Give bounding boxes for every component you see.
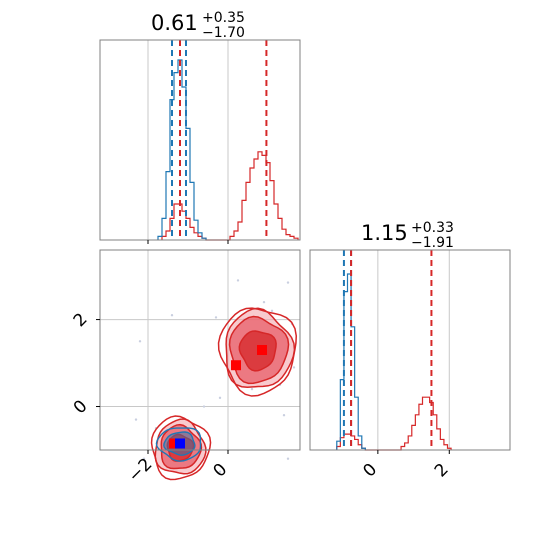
scatter-point-21	[218, 470, 222, 473]
histogram-series-red	[336, 396, 452, 451]
scatter-point-20	[282, 414, 286, 417]
best-fit-marker-3	[257, 345, 267, 355]
scatter-point-6	[214, 316, 218, 319]
scatter-point-0	[236, 279, 240, 282]
blue-contour-level-0	[155, 427, 202, 462]
scatter-point-22	[250, 387, 254, 391]
panel-titles: 0.61 +0.35 −1.70 1.15 +0.33 −1.91	[151, 10, 454, 251]
scatter-point-2	[262, 300, 266, 304]
red-contour-outer-mode-1	[217, 307, 298, 397]
x-tick-label-1: 2	[431, 460, 453, 482]
x-tick-label-0: −2	[125, 455, 157, 487]
marginal-histogram-param-1	[99, 39, 301, 244]
scatter-point-16	[142, 457, 146, 460]
best-fit-marker-2	[231, 360, 241, 371]
axes-frame	[309, 249, 511, 451]
scatter-point-18	[286, 457, 290, 460]
red-contour-outer-mode-0	[150, 415, 212, 481]
scatter-point-9	[292, 366, 296, 369]
scatter-point-4	[170, 314, 174, 317]
title-param-2-lower: −1.91	[411, 235, 454, 251]
axes-frame	[99, 249, 301, 451]
scatter-point-13	[202, 405, 206, 408]
title-param-1-value: 0.61	[151, 11, 198, 35]
scatter-point-3	[270, 309, 274, 313]
title-param-1-lower: −1.70	[202, 25, 245, 41]
title-param-1: 0.61	[151, 11, 198, 35]
histogram-series-red	[161, 151, 299, 241]
scatter-point-12	[218, 396, 222, 400]
axes-frame	[99, 39, 301, 241]
scatter-point-1	[286, 281, 290, 284]
scatter-point-19	[134, 418, 138, 421]
y-tick-label-0: 0	[70, 396, 92, 418]
title-param-2-value: 1.15	[361, 221, 408, 245]
scatter-point-8	[138, 340, 142, 343]
x-tick-label-0: 0	[359, 460, 381, 482]
title-param-2: 1.15	[361, 221, 408, 245]
title-param-2-upper: +0.33	[411, 220, 454, 236]
best-fit-marker-0	[169, 438, 179, 449]
joint-contour-panel: −2 0 0 2	[70, 249, 301, 487]
best-fit-marker-1	[175, 438, 185, 449]
title-param-1-upper: +0.35	[202, 10, 245, 26]
x-tick-label-1: 0	[210, 460, 232, 482]
histogram-series-blue	[157, 59, 207, 240]
y-tick-label-1: 2	[70, 309, 92, 331]
